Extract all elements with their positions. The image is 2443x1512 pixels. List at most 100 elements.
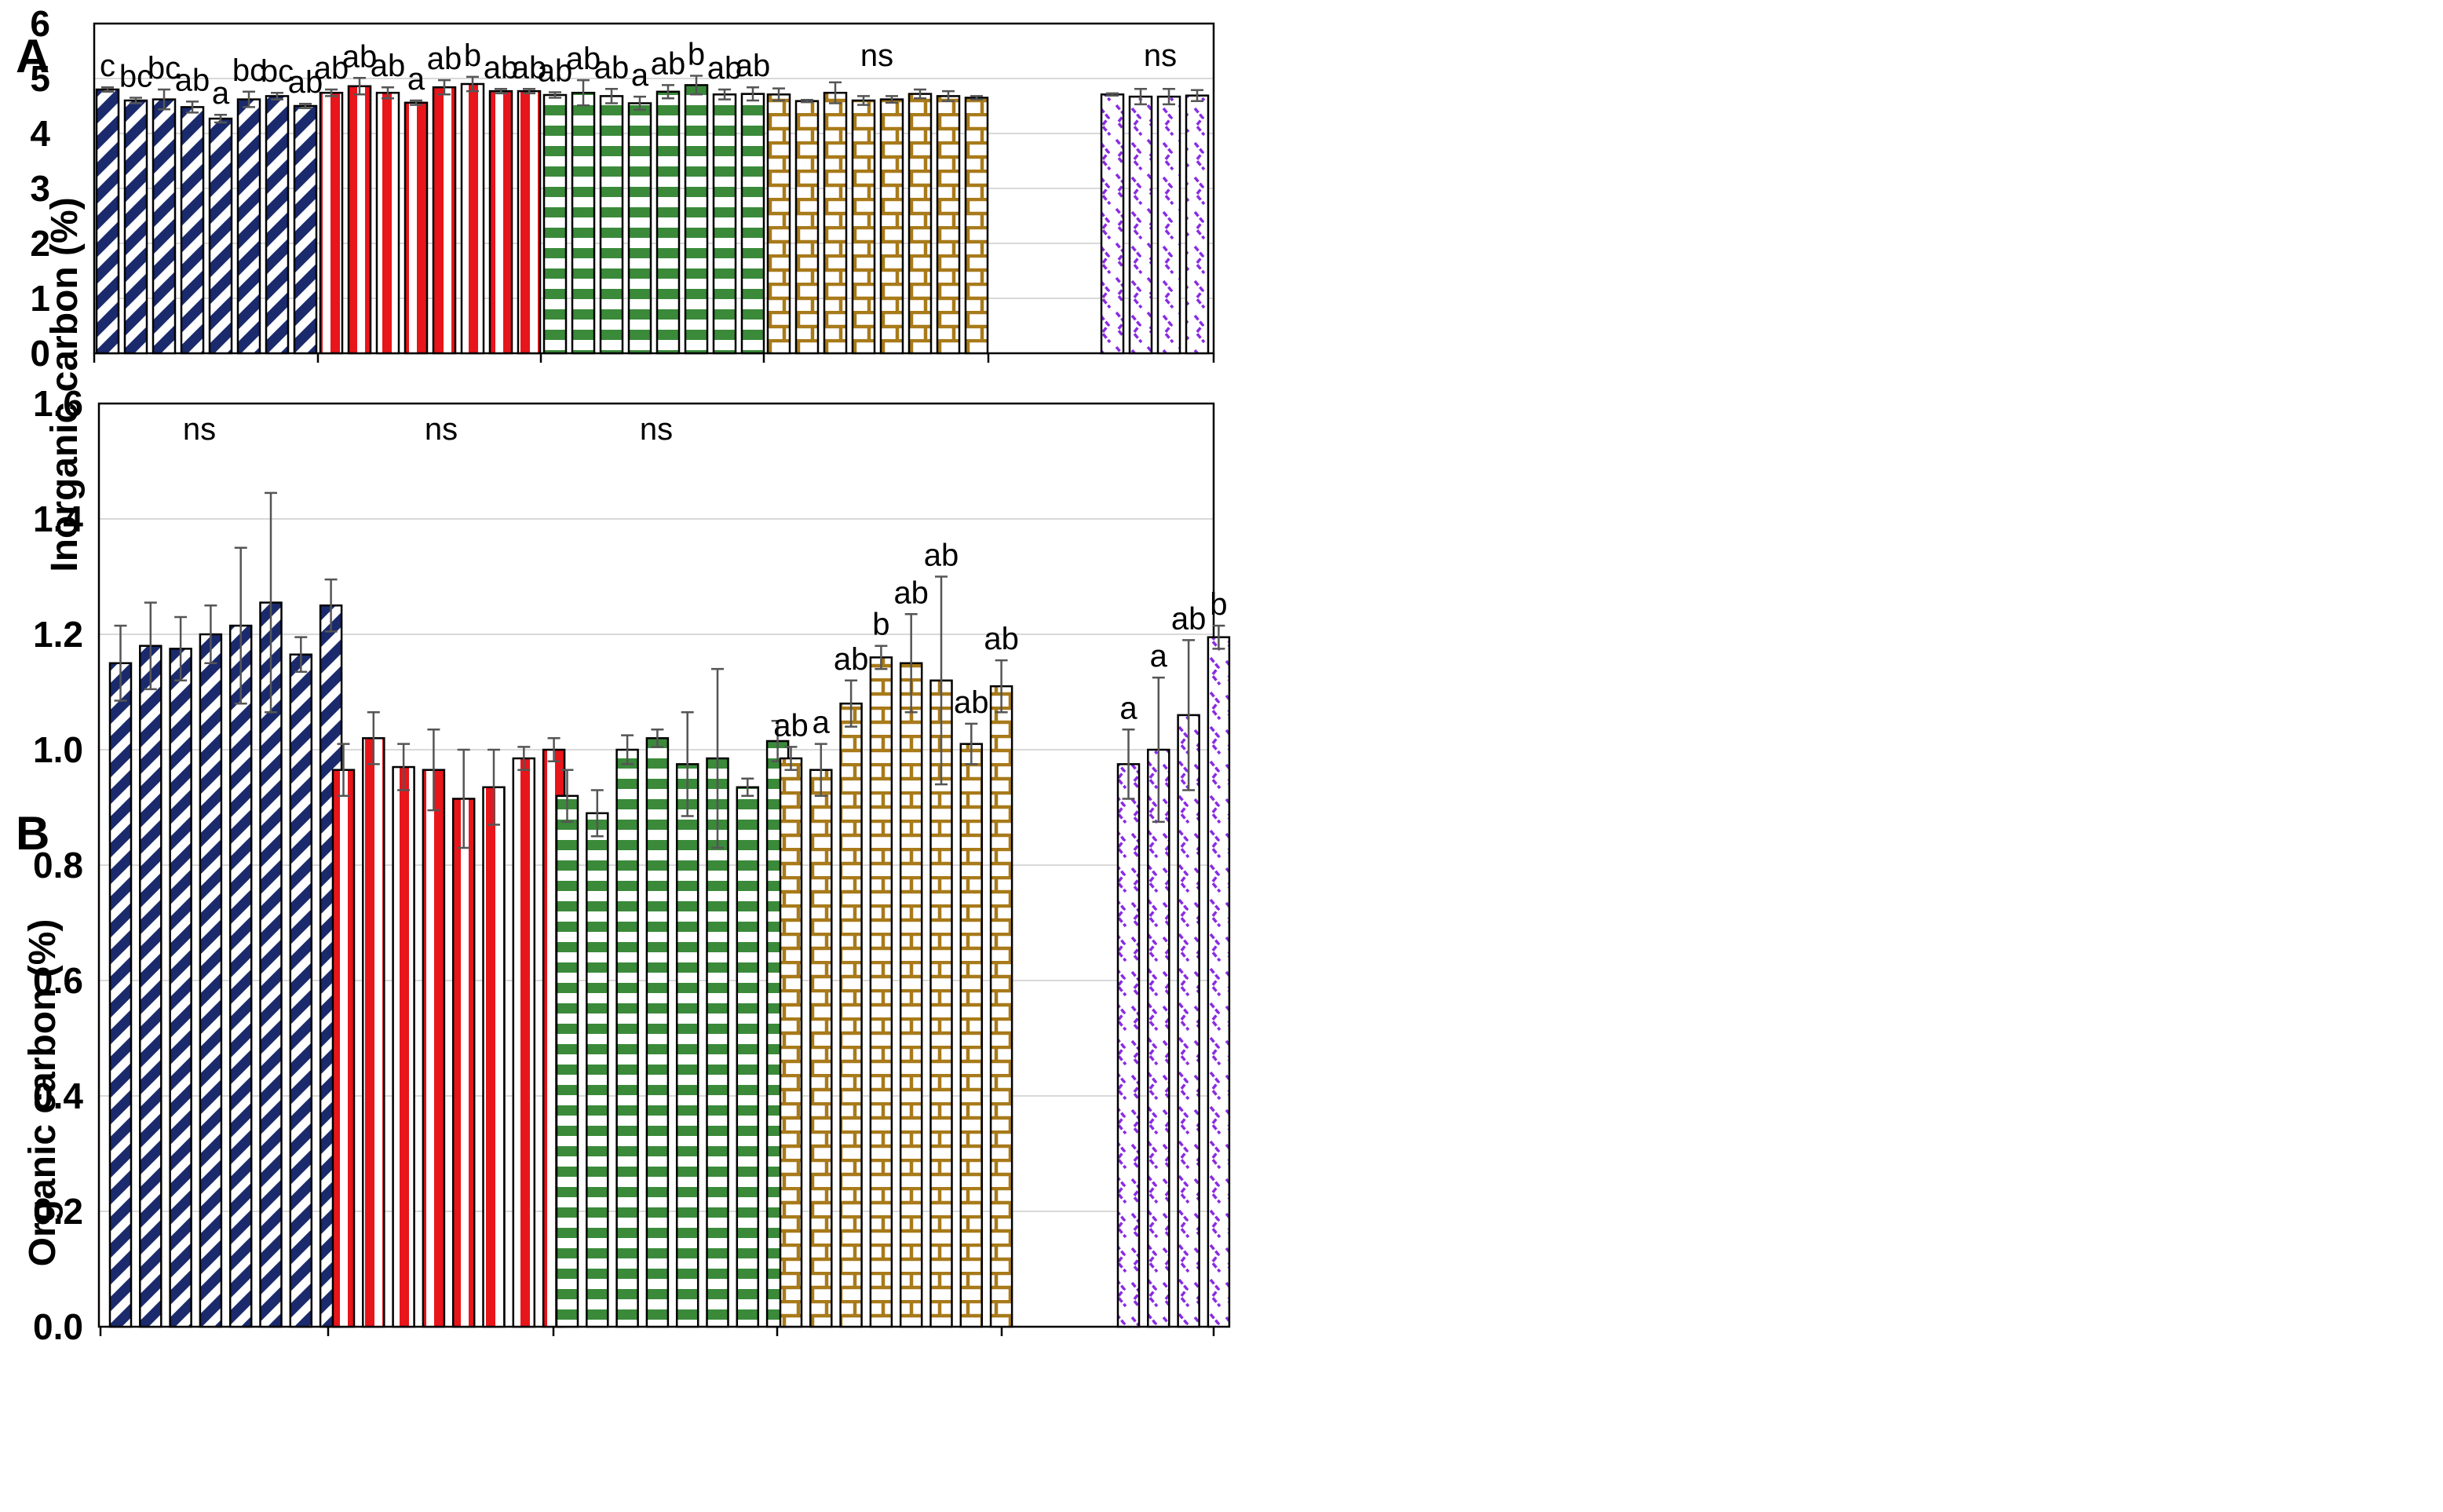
error-bar <box>517 746 531 771</box>
error-bar <box>549 91 561 99</box>
error-bar <box>965 722 978 765</box>
bar <box>684 84 709 355</box>
significance-label: c <box>100 49 115 83</box>
bar <box>542 93 568 355</box>
error-bar <box>681 710 694 817</box>
bar <box>392 765 415 1328</box>
error-bar <box>829 81 842 104</box>
error-bar <box>144 601 157 691</box>
significance-label: b <box>464 38 481 73</box>
bar <box>208 117 233 355</box>
bar <box>989 685 1013 1328</box>
bar <box>1147 748 1170 1328</box>
error-bar <box>914 88 926 100</box>
error-bar <box>935 575 948 786</box>
significance-label: b <box>1210 587 1227 622</box>
bar <box>293 104 318 355</box>
y-tick-label: 1.2 <box>33 614 83 655</box>
error-bar <box>427 729 440 812</box>
significance-label: ab <box>736 49 771 83</box>
error-bar <box>204 604 217 664</box>
error-bar <box>382 86 394 100</box>
bar <box>265 95 290 355</box>
group-significance-label: ns <box>425 412 458 447</box>
significance-label: a <box>631 58 649 93</box>
error-bar <box>1122 729 1135 800</box>
significance-label: ab <box>707 51 743 86</box>
significance-label: a <box>212 76 230 111</box>
bar <box>108 662 133 1328</box>
error-bar <box>577 79 590 107</box>
bar <box>1177 714 1200 1328</box>
bar-group-3: ns <box>555 412 790 1328</box>
group-significance-label: ns <box>183 412 216 447</box>
error-bar <box>1182 639 1196 791</box>
y-tick-label: 2 <box>30 223 50 264</box>
error-bar <box>337 743 350 798</box>
bar <box>586 812 609 1328</box>
error-bar <box>294 636 308 674</box>
bar <box>1156 95 1181 355</box>
bar <box>899 662 923 1328</box>
y-tick-label: 0.6 <box>33 960 83 1001</box>
panel-a-y-axis-title: Inorganic carbon (%) <box>44 197 86 572</box>
bar <box>488 89 513 355</box>
y-tick-label: 1.6 <box>33 383 83 424</box>
significance-label: ab <box>954 685 989 720</box>
significance-label: ab <box>484 50 519 85</box>
bar <box>712 93 737 355</box>
y-tick-label: 0.4 <box>33 1076 83 1116</box>
significance-label: ab <box>1171 601 1207 636</box>
bar <box>152 98 177 355</box>
bar <box>779 757 803 1328</box>
y-tick-label: 0.0 <box>33 1306 83 1347</box>
bar <box>936 95 961 355</box>
error-bar <box>234 546 247 705</box>
error-bar <box>784 746 798 771</box>
bar <box>627 102 652 355</box>
error-bar <box>353 77 366 96</box>
error-bar <box>466 75 479 93</box>
significance-label: a <box>1150 639 1168 674</box>
bar <box>869 656 893 1328</box>
bar <box>123 99 148 355</box>
bar-group-4: ns <box>766 38 989 355</box>
bar <box>929 679 953 1328</box>
significance-label: a <box>407 62 425 97</box>
bar-group-2: ns <box>331 412 566 1328</box>
bar <box>736 786 760 1328</box>
bar <box>347 85 372 355</box>
panel-a-letter: A <box>16 30 49 82</box>
error-bar <box>621 734 634 765</box>
y-tick-label: 0.2 <box>33 1191 83 1232</box>
error-bar <box>886 95 898 104</box>
y-tick-label: 4 <box>30 113 50 154</box>
error-bar <box>438 79 451 96</box>
bar <box>740 93 765 355</box>
bar <box>809 769 833 1328</box>
error-bar <box>711 667 724 849</box>
y-tick-label: 5 <box>30 58 50 99</box>
y-tick-label: 0 <box>30 333 50 374</box>
group-significance-label: ns <box>1144 38 1177 73</box>
error-bar <box>814 743 827 798</box>
bar <box>766 93 791 355</box>
bar <box>451 798 476 1328</box>
bar <box>964 97 989 355</box>
error-bar <box>875 645 888 670</box>
error-bar <box>662 84 674 100</box>
significance-label: ab <box>566 42 601 76</box>
error-bar <box>772 87 785 102</box>
bar <box>645 737 670 1328</box>
error-bar <box>265 491 277 714</box>
error-bar <box>747 86 759 102</box>
bar <box>199 633 223 1328</box>
error-bar <box>1163 88 1175 106</box>
significance-label: ab <box>651 46 686 81</box>
significance-label: ab <box>538 54 573 89</box>
bar <box>823 91 848 355</box>
